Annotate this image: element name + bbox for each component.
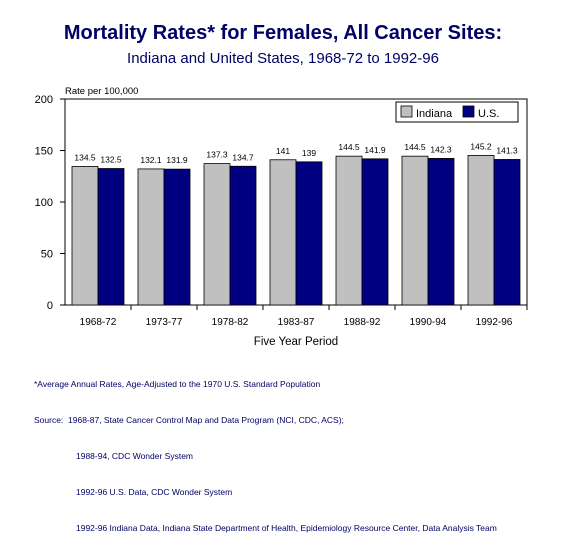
x-tick-label: 1988-92 bbox=[344, 317, 381, 328]
bar-indiana bbox=[71, 166, 99, 306]
y-tick-label: 100 bbox=[35, 197, 53, 209]
data-label: 134.7 bbox=[232, 152, 254, 162]
bar-us bbox=[295, 161, 323, 306]
bar-chart: 0 50 100 150 200 Rate per 100,000 134.5 132.5 19… bbox=[35, 86, 528, 348]
legend-label: U.S. bbox=[478, 108, 499, 120]
x-axis-label: Five Year Period bbox=[254, 336, 338, 348]
x-tick-label: 1968-72 bbox=[80, 317, 117, 328]
data-label: 142.3 bbox=[430, 144, 452, 154]
bar-us bbox=[361, 158, 389, 306]
x-tick-label: 1978-82 bbox=[212, 317, 249, 328]
x-tick-label: 1992-96 bbox=[476, 317, 513, 328]
data-label: 141.3 bbox=[496, 145, 518, 155]
y-axis-label: Rate per 100,000 bbox=[65, 86, 138, 97]
y-tick-label: 150 bbox=[35, 146, 53, 158]
legend-box bbox=[395, 101, 519, 123]
x-tick-label: 1973-77 bbox=[146, 317, 183, 328]
footnote-source: Source: 1968-87, State Cancer Control Ma… bbox=[34, 415, 344, 425]
data-label: 134.5 bbox=[74, 152, 96, 162]
bar-us bbox=[97, 168, 125, 306]
bar-indiana bbox=[203, 163, 231, 306]
bar-us bbox=[493, 159, 521, 306]
bar-us bbox=[427, 158, 455, 306]
y-tick-label: 0 bbox=[47, 300, 53, 312]
bar-indiana bbox=[467, 155, 495, 306]
data-label: 144.5 bbox=[338, 142, 360, 152]
data-label: 132.1 bbox=[140, 155, 162, 165]
data-label: 141 bbox=[276, 146, 290, 156]
footnote-source-cdc-wonder: 1988-94, CDC Wonder System bbox=[76, 451, 194, 461]
legend-swatch bbox=[400, 105, 413, 118]
data-label: 132.5 bbox=[100, 155, 122, 165]
footnote-source-indiana-data: 1992-96 Indiana Data, Indiana State Depa… bbox=[76, 523, 497, 533]
x-tick-label: 1983-87 bbox=[278, 317, 315, 328]
y-tick-label: 50 bbox=[41, 249, 53, 261]
legend-label: Indiana bbox=[416, 108, 453, 120]
data-label: 141.9 bbox=[364, 145, 386, 155]
bar-indiana bbox=[335, 155, 363, 306]
x-tick-label: 1990-94 bbox=[410, 317, 447, 328]
bar-indiana bbox=[269, 159, 297, 306]
bar-us bbox=[229, 165, 257, 306]
chart-title: Mortality Rates* for Females, All Cancer… bbox=[63, 22, 503, 44]
footnotes: *Average Annual Rates, Age-Adjusted to t… bbox=[34, 354, 497, 546]
data-label: 139 bbox=[302, 148, 316, 158]
data-label: 144.5 bbox=[404, 142, 426, 152]
data-label: 137.3 bbox=[206, 150, 228, 160]
data-label: 145.2 bbox=[470, 141, 492, 151]
data-label: 131.9 bbox=[166, 155, 188, 165]
y-tick-label: 200 bbox=[35, 94, 53, 106]
bar-us bbox=[163, 168, 191, 306]
legend-swatch bbox=[462, 105, 475, 118]
chart-subtitle: Indiana and United States, 1968-72 to 19… bbox=[127, 50, 439, 67]
bar-indiana bbox=[401, 155, 429, 306]
footnote-age-adjusted: *Average Annual Rates, Age-Adjusted to t… bbox=[34, 379, 321, 389]
footnote-source-us-data: 1992-96 U.S. Data, CDC Wonder System bbox=[76, 487, 233, 497]
bar-indiana bbox=[137, 168, 165, 306]
